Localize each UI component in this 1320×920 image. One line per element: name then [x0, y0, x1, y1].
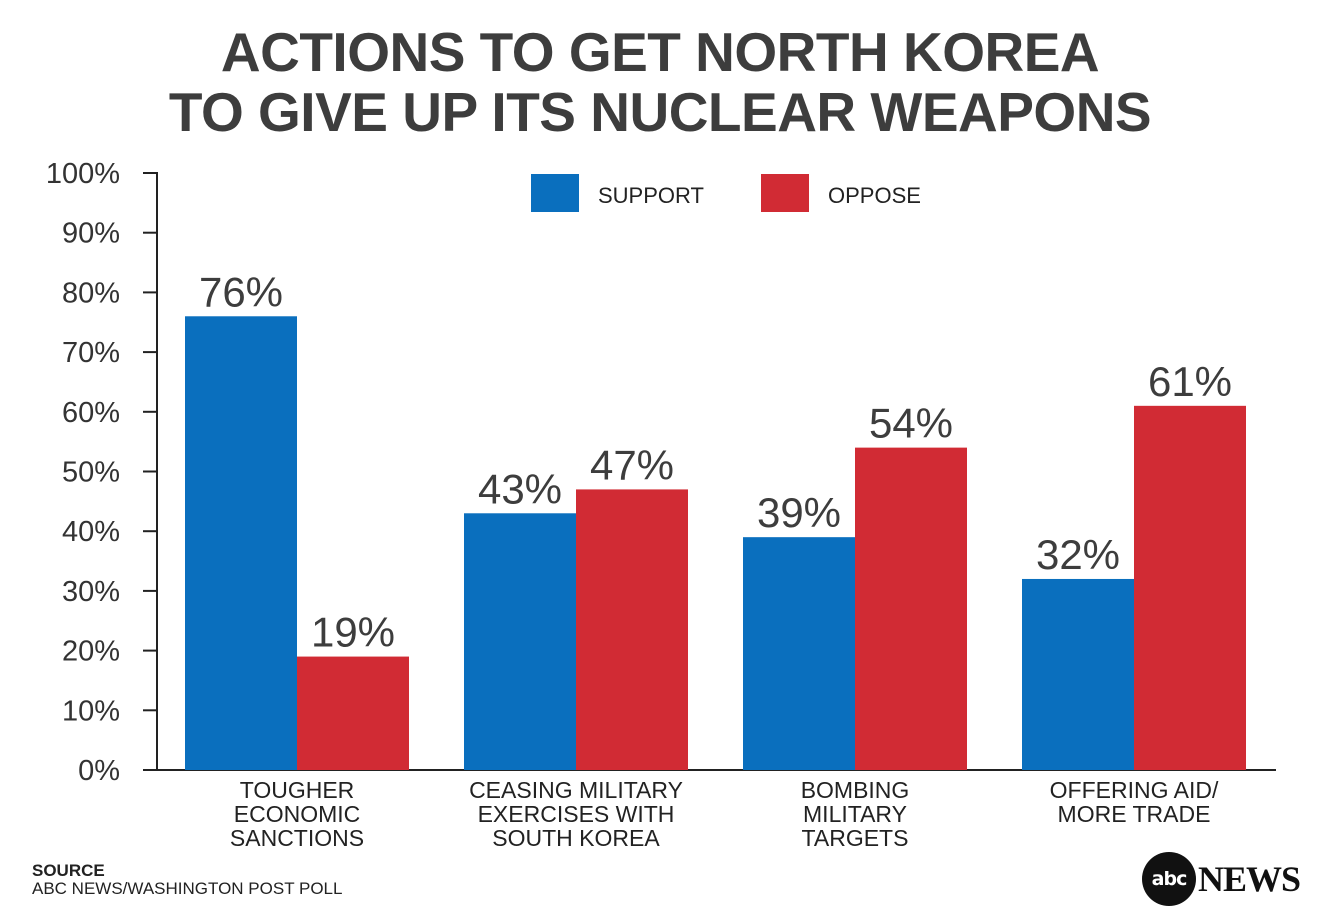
- y-tick-label: 40%: [62, 516, 120, 548]
- oppose-legend-swatch: [761, 174, 809, 212]
- x-category-label: EXERCISES WITH: [478, 801, 675, 827]
- x-category-label: TARGETS: [802, 825, 909, 851]
- oppose-bar: [297, 656, 409, 770]
- abc-logo-mark: abc: [1142, 852, 1196, 906]
- source-text: ABC NEWS/WASHINGTON POST POLL: [32, 879, 343, 898]
- oppose-bar: [1134, 405, 1246, 770]
- x-category-label: BOMBING: [801, 777, 910, 803]
- y-tick-label: 50%: [62, 457, 120, 489]
- support-bar: [1022, 578, 1134, 770]
- data-label: 43%: [478, 465, 562, 512]
- oppose-bar: [855, 447, 967, 770]
- support-legend-swatch: [531, 174, 579, 212]
- chart-title: ACTIONS TO GET NORTH KOREA TO GIVE UP IT…: [0, 22, 1320, 142]
- x-category-label: OFFERING AID/: [1050, 777, 1219, 803]
- chart-title-line-2: TO GIVE UP ITS NUCLEAR WEAPONS: [168, 81, 1152, 143]
- source-heading: SOURCE: [32, 861, 105, 880]
- source-note: SOURCE ABC NEWS/WASHINGTON POST POLL: [32, 862, 342, 898]
- y-tick-label: 70%: [62, 337, 120, 369]
- y-tick-label: 30%: [62, 576, 120, 608]
- y-tick-label: 20%: [62, 636, 120, 668]
- support-bar: [743, 537, 855, 770]
- y-tick-label: 100%: [46, 158, 120, 190]
- chart-title-line-1: ACTIONS TO GET NORTH KOREA: [220, 21, 1100, 83]
- x-category-label: SOUTH KOREA: [492, 825, 660, 851]
- data-label: 39%: [757, 489, 841, 536]
- x-category-label: CEASING MILITARY: [469, 777, 683, 803]
- y-tick-label: 60%: [62, 397, 120, 429]
- x-category-label: SANCTIONS: [230, 825, 364, 851]
- data-label: 76%: [199, 268, 283, 315]
- data-label: 61%: [1148, 358, 1232, 405]
- x-category-label: MILITARY: [803, 801, 907, 827]
- y-tick-label: 10%: [62, 695, 120, 727]
- x-category-label: MORE TRADE: [1058, 801, 1211, 827]
- y-tick-label: 0%: [78, 755, 120, 787]
- x-category-label: TOUGHER: [240, 777, 355, 803]
- data-label: 54%: [869, 400, 953, 447]
- oppose-bar: [576, 489, 688, 770]
- support-bar: [464, 513, 576, 770]
- support-bar: [185, 316, 297, 770]
- data-label: 47%: [590, 441, 674, 488]
- y-tick-label: 90%: [62, 218, 120, 250]
- oppose-legend-label: OPPOSE: [828, 183, 921, 208]
- data-label: 19%: [311, 609, 395, 656]
- support-legend-label: SUPPORT: [598, 183, 704, 208]
- data-label: 32%: [1036, 531, 1120, 578]
- y-tick-label: 80%: [62, 277, 120, 309]
- abc-news-logo: abc NEWS: [1142, 852, 1301, 906]
- news-wordmark: NEWS: [1198, 859, 1301, 899]
- x-category-label: ECONOMIC: [234, 801, 361, 827]
